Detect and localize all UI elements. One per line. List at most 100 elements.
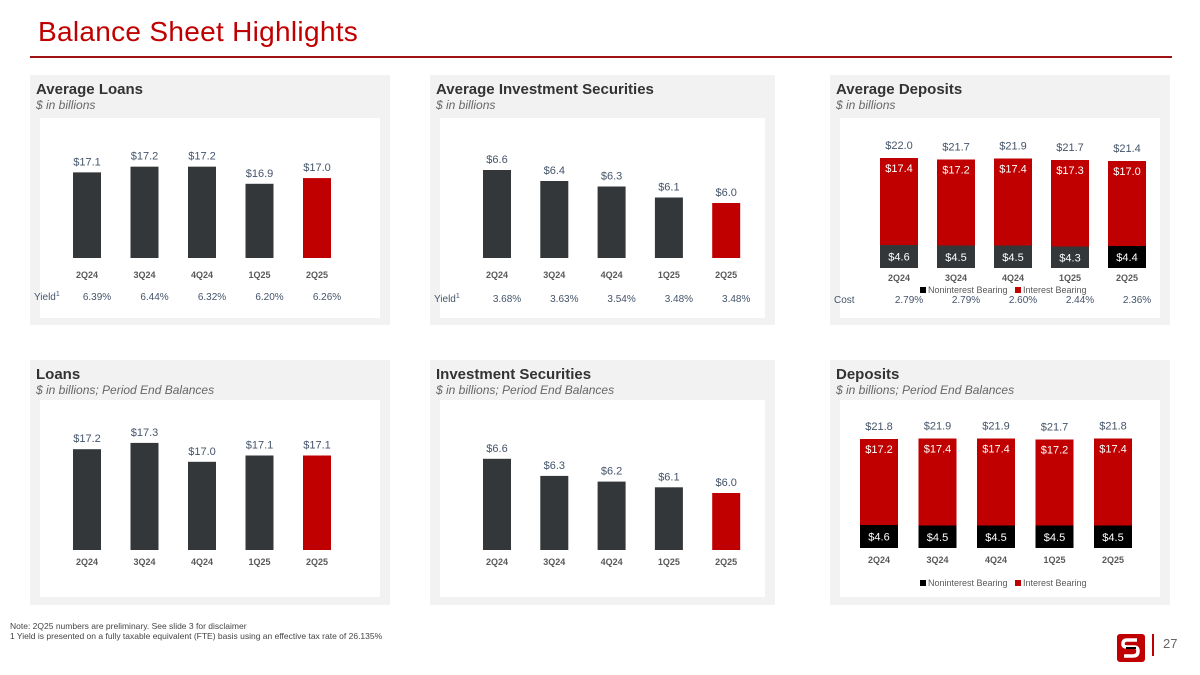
category-label: 4Q24 <box>1002 273 1024 283</box>
data-label: $17.3 <box>131 427 159 439</box>
category-label: 1Q25 <box>248 270 270 280</box>
data-label-interest: $17.2 <box>865 444 893 456</box>
bar <box>483 458 511 550</box>
data-label-interest: $17.2 <box>1041 445 1069 457</box>
bar-interest-bearing <box>918 438 957 526</box>
data-label: $6.6 <box>486 443 507 455</box>
panel-average-investment-securities: Average Investment Securities $ in billi… <box>430 75 775 325</box>
bar-interest-bearing <box>1051 160 1089 247</box>
bar-interest-bearing <box>1094 438 1132 526</box>
average-loans-chart: 2Q24 $17.1 6.39% 3Q24 $17.2 6.44% 4Q24 $17.2 6.3… <box>34 151 341 303</box>
category-label: 2Q24 <box>76 557 98 567</box>
legend-label: Interest Bearing <box>1023 578 1087 588</box>
data-label-interest: $17.4 <box>885 163 913 175</box>
data-label-interest: $17.4 <box>982 444 1010 456</box>
extra-row-value: 3.48% <box>665 294 693 305</box>
bar <box>73 449 101 550</box>
chart-subtitle: $ in billions <box>436 98 496 112</box>
panel-investment-securities: Investment Securities $ in billions; Per… <box>430 360 775 605</box>
average-deposits-chart: 2Q24 $4.6 $17.4 $22.0 2.79% 3Q24 $4.5 $17.2 $21.… <box>834 140 1151 306</box>
category-label: 2Q24 <box>76 270 98 280</box>
category-label: 4Q24 <box>601 557 623 567</box>
chart-subtitle: $ in billions; Period End Balances <box>836 383 1015 397</box>
data-label: $6.2 <box>601 466 622 478</box>
page-number-divider <box>1152 634 1154 656</box>
bar-interest-bearing <box>977 438 1015 526</box>
bar-interest-bearing <box>880 158 918 245</box>
bar <box>188 461 216 550</box>
category-label: 2Q25 <box>1116 273 1138 283</box>
category-label: 2Q25 <box>306 557 328 567</box>
category-label: 1Q25 <box>248 557 270 567</box>
category-label: 4Q24 <box>985 555 1007 565</box>
chart-subtitle: $ in billions; Period End Balances <box>36 383 215 397</box>
data-label-noninterest: $4.5 <box>927 532 948 544</box>
data-label-noninterest: $4.3 <box>1059 252 1080 264</box>
data-label-interest: $17.0 <box>1113 166 1141 178</box>
panel-average-deposits: Average Deposits $ in billions 2Q24 $4.6 $… <box>830 75 1170 325</box>
legend-label: Noninterest Bearing <box>928 578 1008 588</box>
footnote-marker: 1 <box>56 291 60 298</box>
bar <box>303 178 331 258</box>
category-label: 3Q24 <box>945 273 967 283</box>
bar-interest-bearing <box>860 439 898 525</box>
extra-row-value: 2.79% <box>952 295 980 306</box>
category-label: 1Q25 <box>1043 555 1065 565</box>
category-label: 2Q25 <box>715 557 737 567</box>
data-label-total: $21.7 <box>1041 422 1069 434</box>
category-label: 2Q25 <box>1102 555 1124 565</box>
chart-title: Deposits <box>836 366 900 383</box>
extra-row-label: Cost <box>834 295 855 306</box>
data-label-total: $21.4 <box>1113 143 1141 155</box>
chart-subtitle: $ in billions <box>36 98 96 112</box>
investment-securities-chart: 2Q24 $6.6 3Q24 $6.3 4Q24 $6.2 1Q25 $6.1 2Q25 $6.0 <box>483 443 741 567</box>
data-label-noninterest: $4.6 <box>888 252 909 264</box>
data-label-noninterest: $4.5 <box>985 532 1006 544</box>
data-label-total: $21.7 <box>942 142 970 154</box>
category-label: 3Q24 <box>926 555 948 565</box>
bar-noninterest-bearing <box>977 525 1015 548</box>
bar <box>540 475 569 550</box>
bar <box>712 203 741 258</box>
bar <box>654 197 683 258</box>
legend-swatch <box>920 287 926 293</box>
data-label: $6.3 <box>544 460 565 472</box>
chart-title: Average Deposits <box>836 81 963 98</box>
data-label-total: $21.8 <box>1099 421 1127 433</box>
data-label: $6.0 <box>715 187 736 199</box>
category-label: 1Q25 <box>658 557 680 567</box>
data-label: $17.1 <box>246 440 274 452</box>
bar-noninterest-bearing <box>1051 246 1089 268</box>
panel-average-loans: Average Loans $ in billions 2Q24 $17.1 6.3… <box>30 75 390 325</box>
data-label-noninterest: $4.5 <box>945 252 966 264</box>
bar <box>245 183 274 258</box>
extra-row-value: 6.32% <box>198 292 226 303</box>
extra-row-value: 3.48% <box>722 294 750 305</box>
category-label: 4Q24 <box>191 557 213 567</box>
category-label: 4Q24 <box>191 270 213 280</box>
chart-title: Investment Securities <box>436 366 592 383</box>
extra-row-value: 3.68% <box>493 294 521 305</box>
data-label: $17.1 <box>303 440 331 452</box>
legend-swatch <box>1015 580 1021 586</box>
bar <box>130 166 159 258</box>
data-label-noninterest: $4.6 <box>868 532 889 544</box>
category-label: 2Q24 <box>888 273 910 283</box>
bar <box>73 172 101 258</box>
data-label: $17.2 <box>73 433 101 445</box>
legend-label: Interest Bearing <box>1023 285 1087 295</box>
bar-interest-bearing <box>1108 161 1146 246</box>
category-label: 4Q24 <box>601 270 623 280</box>
category-label: 3Q24 <box>133 557 155 567</box>
category-label: 2Q25 <box>715 270 737 280</box>
data-label-total: $21.7 <box>1056 142 1084 154</box>
page-title: Balance Sheet Highlights <box>38 16 359 47</box>
data-label: $6.1 <box>658 471 679 483</box>
bar-noninterest-bearing <box>880 245 918 268</box>
extra-row-value: 2.60% <box>1009 295 1037 306</box>
panel-deposits: Deposits $ in billions; Period End Balan… <box>830 360 1170 605</box>
extra-row-value: 3.54% <box>607 294 635 305</box>
category-label: 1Q25 <box>658 270 680 280</box>
page-number: 27 <box>1163 636 1178 651</box>
data-label: $6.0 <box>715 477 736 489</box>
